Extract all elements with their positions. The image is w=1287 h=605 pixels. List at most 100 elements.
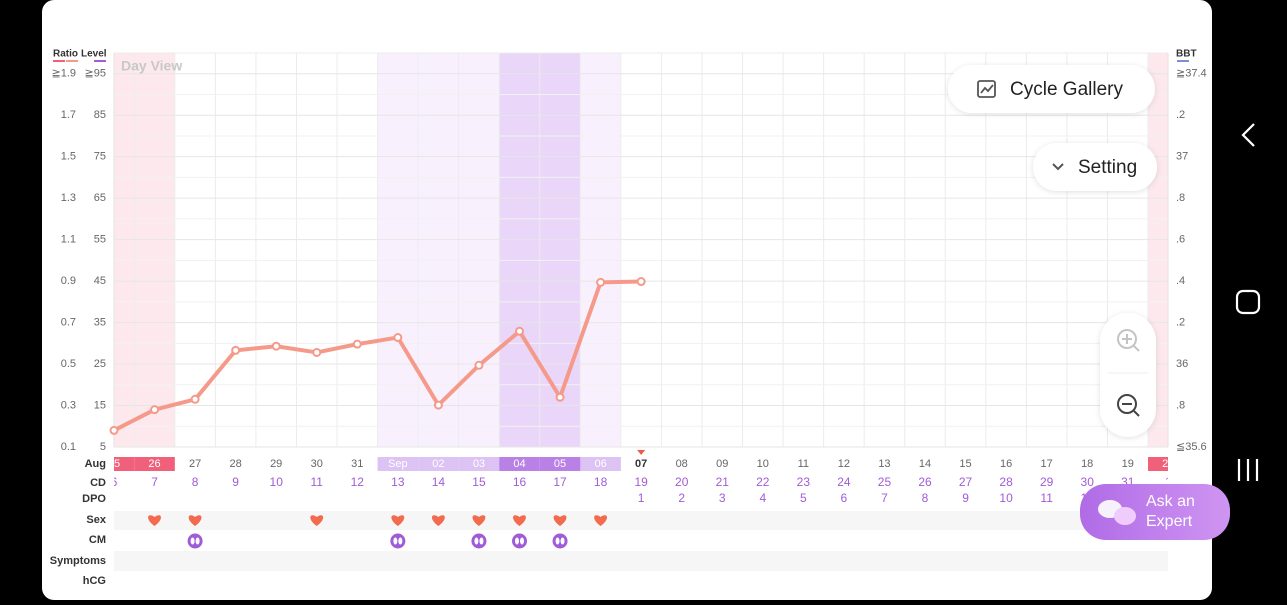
bubble (1114, 507, 1136, 525)
button-bg[interactable] (948, 65, 1155, 113)
cd-label: 12 (351, 475, 365, 489)
zoom-in-glyph[interactable] (1122, 334, 1140, 352)
row-label: CM (89, 534, 106, 546)
cm-drop (393, 537, 398, 545)
date-label: 26 (148, 458, 160, 470)
cd-label: 1 (1165, 475, 1172, 489)
chart-layer: ≧9585756555453525155≧1.91.71.51.31.10.90… (51, 68, 1207, 549)
cd-label: 14 (432, 475, 446, 489)
dpo-label: 11 (1040, 491, 1053, 505)
nav-bar (1235, 123, 1261, 481)
date-label: 18 (1081, 458, 1093, 470)
date-label: 27 (189, 458, 201, 470)
date-label: 03 (473, 458, 485, 470)
zoom-out[interactable] (1117, 394, 1140, 417)
button-bg[interactable] (1033, 143, 1157, 191)
cm-circle (390, 533, 406, 549)
icon-frame (977, 80, 996, 98)
nav-back[interactable] (1241, 123, 1255, 147)
zoom-in[interactable] (1117, 329, 1140, 352)
zoom-out-glyph[interactable] (1122, 403, 1140, 417)
setting-text[interactable]: Setting (1078, 157, 1137, 178)
cd-label: 29 (1040, 475, 1054, 489)
level-label: Level (81, 49, 107, 60)
cycle-gallery-text[interactable]: Cycle Gallery (1010, 79, 1123, 100)
ratio-tick-label: 0.3 (61, 399, 76, 411)
row-label: Symptoms (50, 555, 106, 567)
data-point (393, 333, 403, 343)
row-label: Sex (86, 514, 106, 526)
level-tick-label: 15 (94, 399, 106, 411)
setting-button[interactable] (1033, 143, 1157, 191)
zoom-bg (1100, 313, 1156, 437)
data-point (231, 345, 241, 355)
bbt-tick-label: .6 (1176, 234, 1185, 246)
cm-drop (560, 537, 565, 545)
date-label: 13 (878, 458, 890, 470)
bbt-legend (1177, 60, 1189, 62)
ratio-tick-label: 0.9 (61, 275, 76, 287)
level-tick-label: 5 (100, 441, 106, 453)
row-label: hCG (83, 575, 106, 587)
ratio-tick-label: 0.1 (61, 441, 76, 453)
cd-label: 26 (918, 475, 932, 489)
date-highlight (539, 457, 581, 471)
ratio-tick-label: 1.1 (61, 234, 76, 246)
bbt-tick-label: ≦35.6 (1176, 441, 1207, 453)
nav-home[interactable] (1235, 289, 1261, 315)
ask-expert-button[interactable]: Ask an Expert (1080, 484, 1230, 540)
cd-label: 28 (999, 475, 1013, 489)
ratio-label: Ratio (53, 49, 78, 60)
cd-label: 19 (634, 475, 648, 489)
heart (513, 515, 526, 526)
date-highlight (114, 457, 135, 471)
dpo-label: 10 (999, 491, 1013, 505)
ratio-tick-label: 1.7 (61, 109, 76, 121)
data-point (271, 341, 281, 351)
data-point (312, 347, 322, 357)
date-label: 02 (432, 458, 444, 470)
date-label: 14 (919, 458, 931, 470)
ratio-tick-label: 1.3 (61, 192, 76, 204)
cd-label: 20 (675, 475, 689, 489)
cycle-gallery-button[interactable] (948, 65, 1155, 113)
cm-icon (390, 533, 406, 549)
cycle-rows: 6 7 8 9 10 11 12 13 14 15 16 17 18 19 20 21 22 23 24 25 26 27… (114, 475, 1172, 505)
dpo-label: 3 (719, 491, 726, 505)
cm-icon (187, 533, 203, 549)
icon-line (980, 84, 994, 94)
nav-recent[interactable] (1237, 459, 1259, 481)
cd-label: 9 (232, 475, 239, 489)
level-tick-label: 25 (94, 358, 106, 370)
date-row: 25 26 27 28 29 30 31 Sep 02 03 04 05 06 07 08 09 10 11 12 1… (114, 457, 1168, 471)
date-label: 16 (1000, 458, 1012, 470)
data-point (636, 277, 646, 287)
date-label: 05 (554, 458, 566, 470)
date-highlight (580, 457, 621, 471)
date-highlight (418, 457, 459, 471)
heart (594, 515, 608, 526)
date-label: 08 (676, 458, 688, 470)
zoom-in-circle[interactable] (1117, 329, 1137, 349)
ask-text[interactable]: Ask an (1146, 493, 1195, 510)
bbt-tick-label: ≧37.4 (1176, 68, 1207, 80)
peak-column (499, 53, 540, 447)
data-point (150, 405, 160, 415)
level-tick-label: 45 (94, 275, 106, 287)
data-point (352, 339, 362, 349)
date-label: Sep (388, 458, 408, 470)
cd-label: 18 (594, 475, 608, 489)
button-bg[interactable] (1080, 484, 1230, 540)
level-legend (94, 60, 106, 62)
cd-label: 16 (513, 475, 527, 489)
data-point (474, 360, 484, 370)
row-band (114, 511, 1168, 530)
level-tick-label: 85 (94, 109, 106, 121)
zoom-out-circle[interactable] (1117, 394, 1137, 414)
zoom-panel (1100, 313, 1156, 437)
ask-text[interactable]: Expert (1146, 513, 1193, 530)
level-tick-label: ≧95 (85, 68, 106, 80)
fertile-column (377, 53, 419, 447)
dpo-label: 4 (759, 491, 766, 505)
